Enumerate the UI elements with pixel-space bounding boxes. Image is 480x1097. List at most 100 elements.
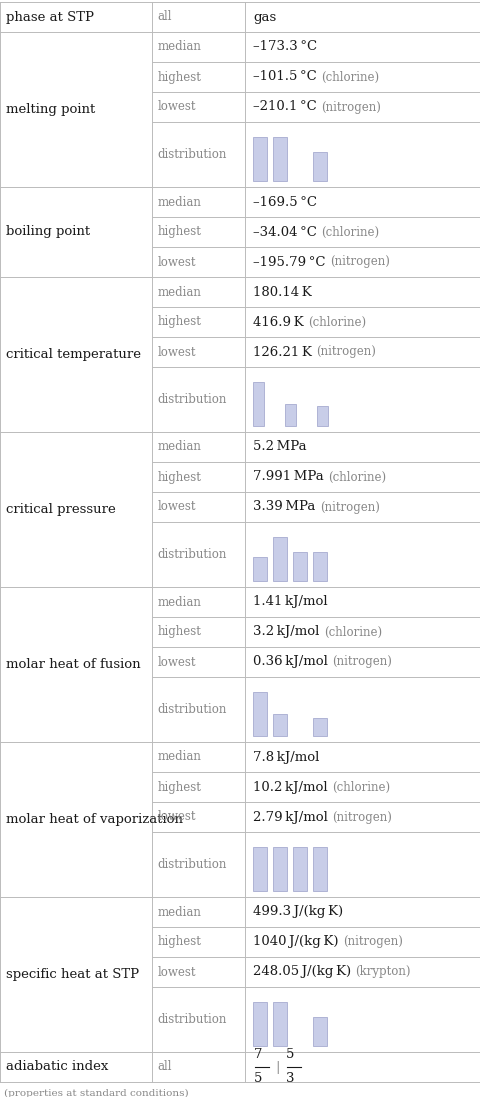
Text: 248.05 J/(kg K): 248.05 J/(kg K) — [253, 965, 351, 979]
Text: lowest: lowest — [157, 101, 196, 113]
Text: (krypton): (krypton) — [355, 965, 410, 979]
Text: (nitrogen): (nitrogen) — [332, 656, 391, 668]
Bar — [253, 847, 266, 891]
Text: median: median — [157, 441, 201, 453]
Text: distribution: distribution — [157, 148, 227, 161]
Text: distribution: distribution — [157, 1013, 227, 1026]
Text: highest: highest — [157, 316, 201, 328]
Text: (nitrogen): (nitrogen) — [320, 101, 380, 113]
Text: highest: highest — [157, 625, 201, 638]
Text: molar heat of vaporization: molar heat of vaporization — [6, 813, 182, 826]
Text: highest: highest — [157, 70, 201, 83]
Text: 7.991 MPa: 7.991 MPa — [253, 471, 324, 484]
Text: median: median — [157, 285, 201, 298]
Text: all: all — [157, 1061, 172, 1074]
Text: –173.3 °C: –173.3 °C — [253, 41, 317, 54]
Text: highest: highest — [157, 226, 201, 238]
Text: gas: gas — [253, 11, 276, 23]
Text: phase at STP: phase at STP — [6, 11, 94, 23]
Bar — [273, 714, 286, 736]
Text: adiabatic index: adiabatic index — [6, 1061, 108, 1074]
Text: median: median — [157, 905, 201, 918]
Text: 3.39 MPa: 3.39 MPa — [253, 500, 315, 513]
Text: –101.5 °C: –101.5 °C — [253, 70, 316, 83]
Text: 3: 3 — [286, 1073, 294, 1086]
Bar — [253, 692, 266, 736]
Text: lowest: lowest — [157, 965, 196, 979]
Bar — [312, 847, 326, 891]
Text: 2.79 kJ/mol: 2.79 kJ/mol — [253, 811, 327, 824]
Text: highest: highest — [157, 780, 201, 793]
Text: 499.3 J/(kg K): 499.3 J/(kg K) — [253, 905, 343, 918]
Bar — [253, 137, 266, 181]
Text: lowest: lowest — [157, 656, 196, 668]
Text: (nitrogen): (nitrogen) — [329, 256, 389, 269]
Text: highest: highest — [157, 471, 201, 484]
Text: distribution: distribution — [157, 858, 227, 871]
Bar — [253, 556, 266, 581]
Bar — [312, 719, 326, 736]
Text: lowest: lowest — [157, 256, 196, 269]
Bar — [285, 404, 295, 426]
Text: (chlorine): (chlorine) — [327, 471, 385, 484]
Text: (chlorine): (chlorine) — [320, 70, 378, 83]
Text: (nitrogen): (nitrogen) — [315, 346, 375, 359]
Bar — [253, 382, 264, 426]
Text: lowest: lowest — [157, 811, 196, 824]
Text: lowest: lowest — [157, 500, 196, 513]
Text: median: median — [157, 750, 201, 764]
Text: 1.41 kJ/mol: 1.41 kJ/mol — [253, 596, 327, 609]
Text: distribution: distribution — [157, 703, 227, 716]
Bar — [293, 847, 306, 891]
Text: –34.04 °C: –34.04 °C — [253, 226, 316, 238]
Text: 10.2 kJ/mol: 10.2 kJ/mol — [253, 780, 327, 793]
Text: 0.36 kJ/mol: 0.36 kJ/mol — [253, 656, 327, 668]
Text: 1040 J/(kg K): 1040 J/(kg K) — [253, 936, 338, 949]
Text: 5: 5 — [286, 1049, 294, 1062]
Bar — [293, 552, 306, 581]
Text: median: median — [157, 195, 201, 208]
Bar — [273, 536, 286, 581]
Text: (nitrogen): (nitrogen) — [319, 500, 379, 513]
Text: all: all — [157, 11, 172, 23]
Text: lowest: lowest — [157, 346, 196, 359]
Text: 7.8 kJ/mol: 7.8 kJ/mol — [253, 750, 319, 764]
Text: 416.9 K: 416.9 K — [253, 316, 303, 328]
Bar — [253, 1002, 266, 1047]
Text: 126.21 K: 126.21 K — [253, 346, 312, 359]
Text: highest: highest — [157, 936, 201, 949]
Bar — [273, 137, 286, 181]
Text: 5: 5 — [253, 1073, 262, 1086]
Text: distribution: distribution — [157, 548, 227, 561]
Text: specific heat at STP: specific heat at STP — [6, 968, 139, 981]
Bar — [317, 406, 327, 426]
Text: –210.1 °C: –210.1 °C — [253, 101, 316, 113]
Text: (chlorine): (chlorine) — [331, 780, 389, 793]
Bar — [312, 552, 326, 581]
Text: (chlorine): (chlorine) — [323, 625, 381, 638]
Bar — [312, 152, 326, 181]
Text: –169.5 °C: –169.5 °C — [253, 195, 317, 208]
Text: –195.79 °C: –195.79 °C — [253, 256, 325, 269]
Text: (nitrogen): (nitrogen) — [342, 936, 402, 949]
Text: (properties at standard conditions): (properties at standard conditions) — [4, 1088, 188, 1097]
Text: median: median — [157, 41, 201, 54]
Text: |: | — [275, 1061, 279, 1074]
Text: critical pressure: critical pressure — [6, 504, 116, 516]
Text: 3.2 kJ/mol: 3.2 kJ/mol — [253, 625, 319, 638]
Text: 7: 7 — [253, 1049, 262, 1062]
Bar — [273, 847, 286, 891]
Text: molar heat of fusion: molar heat of fusion — [6, 658, 140, 671]
Text: (nitrogen): (nitrogen) — [332, 811, 391, 824]
Bar — [312, 1017, 326, 1047]
Text: (chlorine): (chlorine) — [321, 226, 379, 238]
Text: 5.2 MPa: 5.2 MPa — [253, 441, 306, 453]
Text: critical temperature: critical temperature — [6, 348, 141, 361]
Text: 180.14 K: 180.14 K — [253, 285, 312, 298]
Text: distribution: distribution — [157, 393, 227, 406]
Bar — [273, 1002, 286, 1047]
Text: median: median — [157, 596, 201, 609]
Text: (chlorine): (chlorine) — [307, 316, 365, 328]
Text: melting point: melting point — [6, 103, 95, 116]
Text: boiling point: boiling point — [6, 226, 90, 238]
